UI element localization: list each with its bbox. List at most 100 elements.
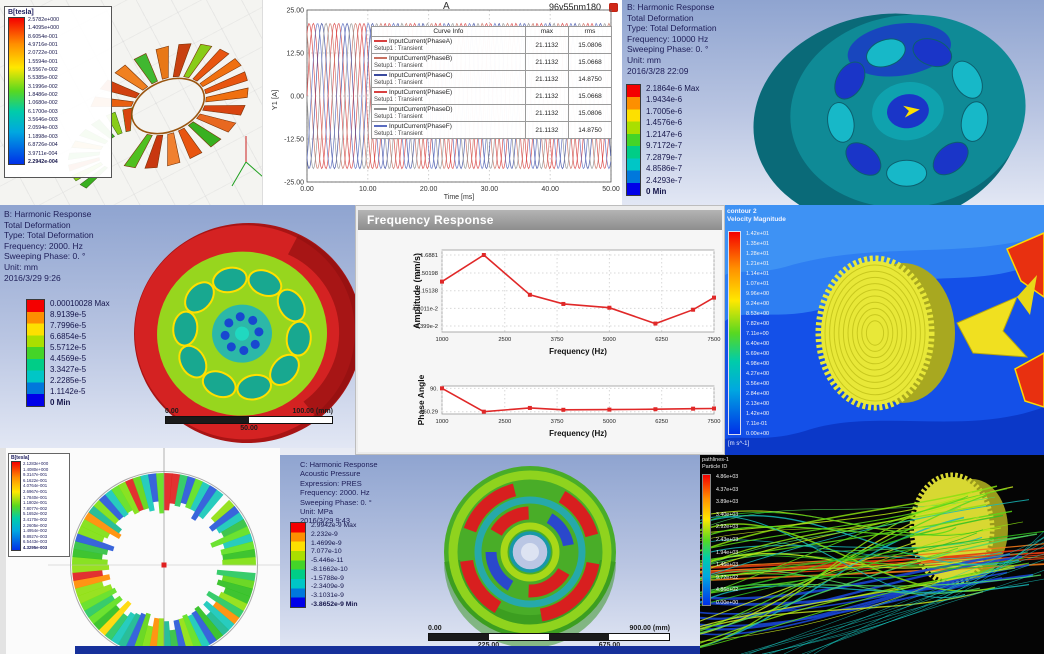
legend-value: 9.72e+02 [716,574,739,581]
ruler-right-label: 100.00 (mm) [292,408,333,415]
series-swatch [374,40,387,43]
flux-torus-legend: B[tesla] 2.5782e+000 1.4095e+000 8.6054e-0… [4,6,112,178]
legend-value: 0 Min [646,186,667,196]
ruler-bar [165,416,333,424]
legend-value: 1.2147e-6 [646,129,683,139]
svg-text:2500: 2500 [498,419,511,425]
legend-value: 1.42e+00 [746,411,770,417]
legend-value: 2.2942e-004 [28,158,58,165]
series-rms: 14.8750 [567,70,613,88]
legend-value: 4.98e+00 [746,361,770,367]
svg-text:Frequency (Hz): Frequency (Hz) [549,429,607,438]
legend-value: 4.4569e-5 [50,354,87,363]
svg-text:3750: 3750 [551,337,564,343]
legend-value: 1.07e+01 [746,281,770,287]
legend-value: 1.0680e-002 [28,100,58,107]
series-rms: 14.8750 [567,121,613,139]
panel-harmonic-10000: B: Harmonic Response Total Deformation Typ… [622,0,1044,205]
legend-value: 8.53e+00 [746,311,770,317]
legend-value: -5.446e-11 [311,557,344,565]
legend-value: 1.46e+03 [716,562,739,569]
particle-colorbar [702,474,711,606]
legend-value: -3.1031e-9 [311,592,344,600]
series-rms: 15.0806 [567,104,613,122]
legend-value: 3.4170e-002 [23,516,48,522]
streamlines-render [700,472,1044,654]
svg-text:30.00: 30.00 [481,186,499,193]
pressure-colorbar [290,522,306,608]
legend-value: 1.4095e+000 [28,25,60,32]
scale-ruler-100mm: 0.00 100.00 (mm) 50.00 [165,408,333,432]
legend-value: 1.14e+01 [746,271,770,277]
velocity-colorbar [728,231,741,435]
legend-value: -2.3409e-9 [311,583,344,591]
legend-value: 1.21e+01 [746,261,770,267]
legend-value: 2.2285e-5 [50,376,87,385]
svg-text:12.50: 12.50 [286,51,304,58]
deformation-legend-values: 2.1864e-6 Max 1.9434e-6 1.7005e-6 1.4576e-6… [646,84,699,196]
legend-value: 2.43e+03 [716,536,739,543]
curve-table-row: InputCurrent(PhaseB) Setup1 : Transient 2… [371,53,613,71]
legend-value: 0 Min [50,398,71,407]
cfd-unit-label: [m s^-1] [728,441,750,447]
curve-table-row: InputCurrent(PhaseA) Setup1 : Transient 2… [371,36,613,54]
harmonic-2000-legend: 0.00010028 Max 8.9139e-5 7.7996e-5 6.6854e-… [26,299,110,407]
legend-value: 0.00e+00 [746,431,770,437]
svg-text:7500: 7500 [708,337,721,343]
flux-legend-title: B[tesla] [8,9,34,16]
background-window-titlebar [75,646,700,654]
panel-pathlines: pathlines-1 Particle ID 4.86e+03 4.37e+03 3… [700,455,1044,654]
svg-text:1.6881: 1.6881 [420,253,438,259]
velocity-legend-values: 1.42e+01 1.35e+01 1.28e+01 1.21e+01 1.14e+01… [746,231,769,437]
svg-text:Y1 [A]: Y1 [A] [270,90,279,110]
legend-value: 1.8486e-002 [28,92,58,99]
legend-title-line: Particle ID [702,464,728,470]
info-line: B: Harmonic Response [627,2,715,12]
deformation-colorbar [26,299,45,407]
panel-cfd-velocity: contour 2 Velocity Magnitude 1.42e+01 1.35… [725,205,1044,455]
legend-value: 3.9711e-004 [28,150,58,157]
info-line: Expression: PRES [300,478,362,488]
legend-value: 1.94e+03 [716,549,739,556]
legend-value: 7.077e-10 [311,548,342,556]
curve-table-row: InputCurrent(PhaseF) Setup1 : Transient 2… [371,121,613,139]
legend-value: 4.37e+03 [716,486,739,493]
legend-value: 2.232e-9 [311,530,338,538]
legend-value: 6.6854e-5 [50,332,87,341]
legend-value: 1.7005e-6 [646,106,683,116]
series-setup: Setup1 : Transient [374,97,423,103]
legend-value: 6.5443e-003 [23,539,48,545]
flux-legend-values: 2.5782e+000 1.4095e+000 8.6054e-001 4.9716e… [28,17,59,165]
svg-text:10.00: 10.00 [359,186,377,193]
svg-text:Time [ms]: Time [ms] [444,194,475,201]
plot-design-label: A [443,1,450,12]
legend-title-line: pathlines-1 [702,457,729,463]
panel-harmonic-2000: B: Harmonic Response Total Deformation Typ… [0,205,355,448]
legend-value: 1.4954e-002 [23,528,48,534]
panel-current-plot: A 96v55nm180 25.00 12.50 0.00 -12.50 -25.00 0… [262,0,623,205]
info-line: C: Harmonic Response [300,460,378,469]
legend-value: 6.1622e-001 [23,477,48,483]
legend-value: 7.7996e-5 [50,321,87,330]
legend-value: 1.9434e-6 [646,95,683,105]
legend-value: 1.4576e-6 [646,118,683,128]
legend-value: 5.5712e-5 [50,343,87,352]
cfd-flow-render [725,205,1044,455]
window-titlebar[interactable]: Frequency Response [358,210,722,230]
legend-value: 4.9716e-001 [28,42,58,49]
legend-value: 7.82e+00 [746,321,770,327]
legend-value: 1.42e+01 [746,231,770,237]
legend-value: 3.3427e-5 [50,365,87,374]
legend-value: 4.86e+02 [716,587,739,594]
legend-value: 1.1898e-003 [28,133,58,140]
legend-value: 2.84e+00 [746,391,770,397]
panel-flux-ring: B[tesla] 2.1283e+000 1.4080e+000 9.3147e-0… [0,448,280,654]
series-name: InputCurrent(PhaseC) [389,72,453,79]
info-line: Frequency: 10000 Hz [627,33,709,44]
particle-legend-values: 4.86e+03 4.37e+03 3.89e+03 3.40e+03 2.92e+03… [716,474,738,606]
legend-value: 7.11e+00 [746,331,769,337]
legend-value: 6.40e+00 [746,341,770,347]
pathlines-legend-title: pathlines-1 Particle ID [702,457,729,471]
legend-value: 1.5594e-001 [28,58,58,65]
